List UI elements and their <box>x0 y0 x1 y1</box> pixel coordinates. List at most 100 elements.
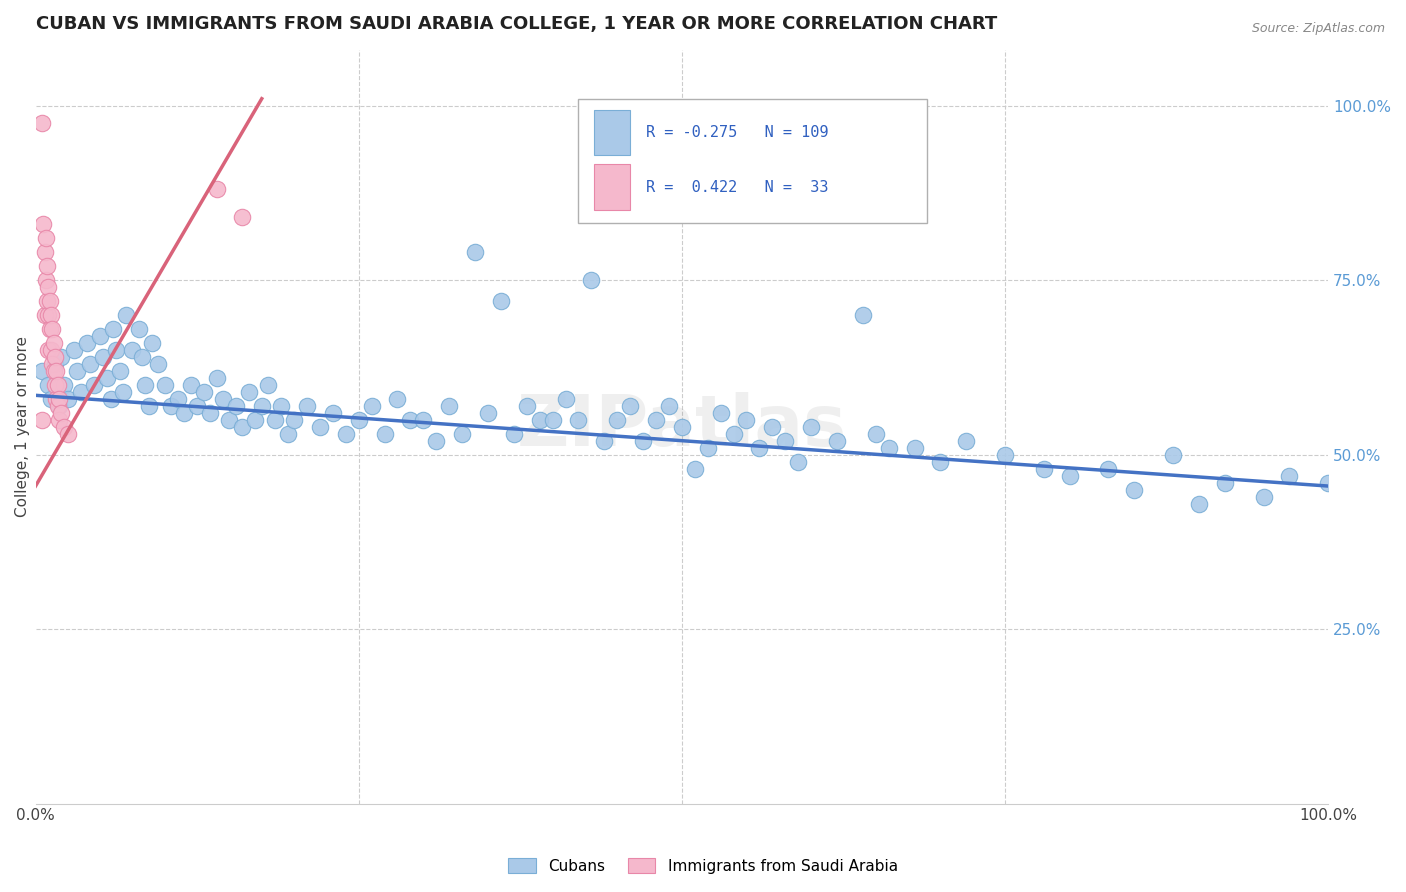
Point <box>464 245 486 260</box>
Point <box>51 350 73 364</box>
Point <box>735 413 758 427</box>
Point <box>198 406 221 420</box>
Point <box>96 371 118 385</box>
Point <box>994 448 1017 462</box>
Y-axis label: College, 1 year or more: College, 1 year or more <box>15 336 30 517</box>
Bar <box>593 110 630 155</box>
Point <box>374 426 396 441</box>
Point <box>283 413 305 427</box>
Point <box>877 441 900 455</box>
Point <box>593 434 616 448</box>
Point <box>787 455 810 469</box>
Point <box>173 406 195 420</box>
Point <box>115 308 138 322</box>
Point <box>205 371 228 385</box>
Point <box>42 335 65 350</box>
Point <box>387 392 409 406</box>
Point <box>1278 468 1301 483</box>
Point <box>63 343 86 357</box>
Point <box>554 392 576 406</box>
Point <box>245 413 267 427</box>
Point <box>45 364 67 378</box>
Point <box>48 413 70 427</box>
Point <box>160 399 183 413</box>
Point <box>225 399 247 413</box>
Point <box>79 357 101 371</box>
Point <box>31 364 53 378</box>
Point <box>412 413 434 427</box>
Point <box>529 413 551 427</box>
Point <box>437 399 460 413</box>
Point <box>903 441 925 455</box>
Point <box>425 434 447 448</box>
Point <box>101 322 124 336</box>
Point <box>89 329 111 343</box>
Text: R = -0.275   N = 109: R = -0.275 N = 109 <box>645 125 828 140</box>
Point <box>37 280 59 294</box>
Point <box>56 392 79 406</box>
Point <box>83 377 105 392</box>
Point <box>671 419 693 434</box>
Point <box>31 116 53 130</box>
Point <box>1253 490 1275 504</box>
Point <box>205 182 228 196</box>
Point <box>257 377 280 392</box>
Point <box>541 413 564 427</box>
Point <box>1188 496 1211 510</box>
Point <box>141 335 163 350</box>
Point <box>231 211 253 225</box>
Point <box>38 294 60 309</box>
Point <box>46 399 69 413</box>
Point <box>44 377 66 392</box>
Point <box>347 413 370 427</box>
Point <box>37 294 59 309</box>
Point <box>619 399 641 413</box>
Point <box>35 273 58 287</box>
Point <box>270 399 292 413</box>
Point <box>131 350 153 364</box>
Point <box>761 419 783 434</box>
Point <box>451 426 474 441</box>
Point <box>581 273 603 287</box>
Point <box>53 419 76 434</box>
Point <box>723 426 745 441</box>
Point <box>148 357 170 371</box>
Point <box>134 377 156 392</box>
Point <box>502 426 524 441</box>
Point <box>91 350 114 364</box>
Point <box>865 426 887 441</box>
Point <box>128 322 150 336</box>
Point <box>112 384 135 399</box>
Point <box>250 399 273 413</box>
Point <box>46 377 69 392</box>
Text: Source: ZipAtlas.com: Source: ZipAtlas.com <box>1251 22 1385 36</box>
Point <box>69 384 91 399</box>
Point <box>516 399 538 413</box>
Point <box>44 350 66 364</box>
Point <box>231 419 253 434</box>
Point <box>48 392 70 406</box>
Point <box>100 392 122 406</box>
Point <box>1097 461 1119 475</box>
Point <box>37 259 59 273</box>
Point <box>489 294 512 309</box>
Point <box>48 399 70 413</box>
Point <box>322 406 344 420</box>
Point <box>277 426 299 441</box>
Point <box>53 377 76 392</box>
Point <box>108 364 131 378</box>
Point <box>212 392 235 406</box>
Point <box>42 364 65 378</box>
Point <box>153 377 176 392</box>
Point <box>658 399 681 413</box>
Bar <box>593 164 630 210</box>
Point <box>39 308 62 322</box>
Point <box>825 434 848 448</box>
Point <box>44 357 66 371</box>
Text: CUBAN VS IMMIGRANTS FROM SAUDI ARABIA COLLEGE, 1 YEAR OR MORE CORRELATION CHART: CUBAN VS IMMIGRANTS FROM SAUDI ARABIA CO… <box>35 15 997 33</box>
FancyBboxPatch shape <box>578 99 928 223</box>
Point <box>1059 468 1081 483</box>
Point <box>775 434 797 448</box>
Text: ZIPatlas: ZIPatlas <box>517 392 846 461</box>
Point <box>186 399 208 413</box>
